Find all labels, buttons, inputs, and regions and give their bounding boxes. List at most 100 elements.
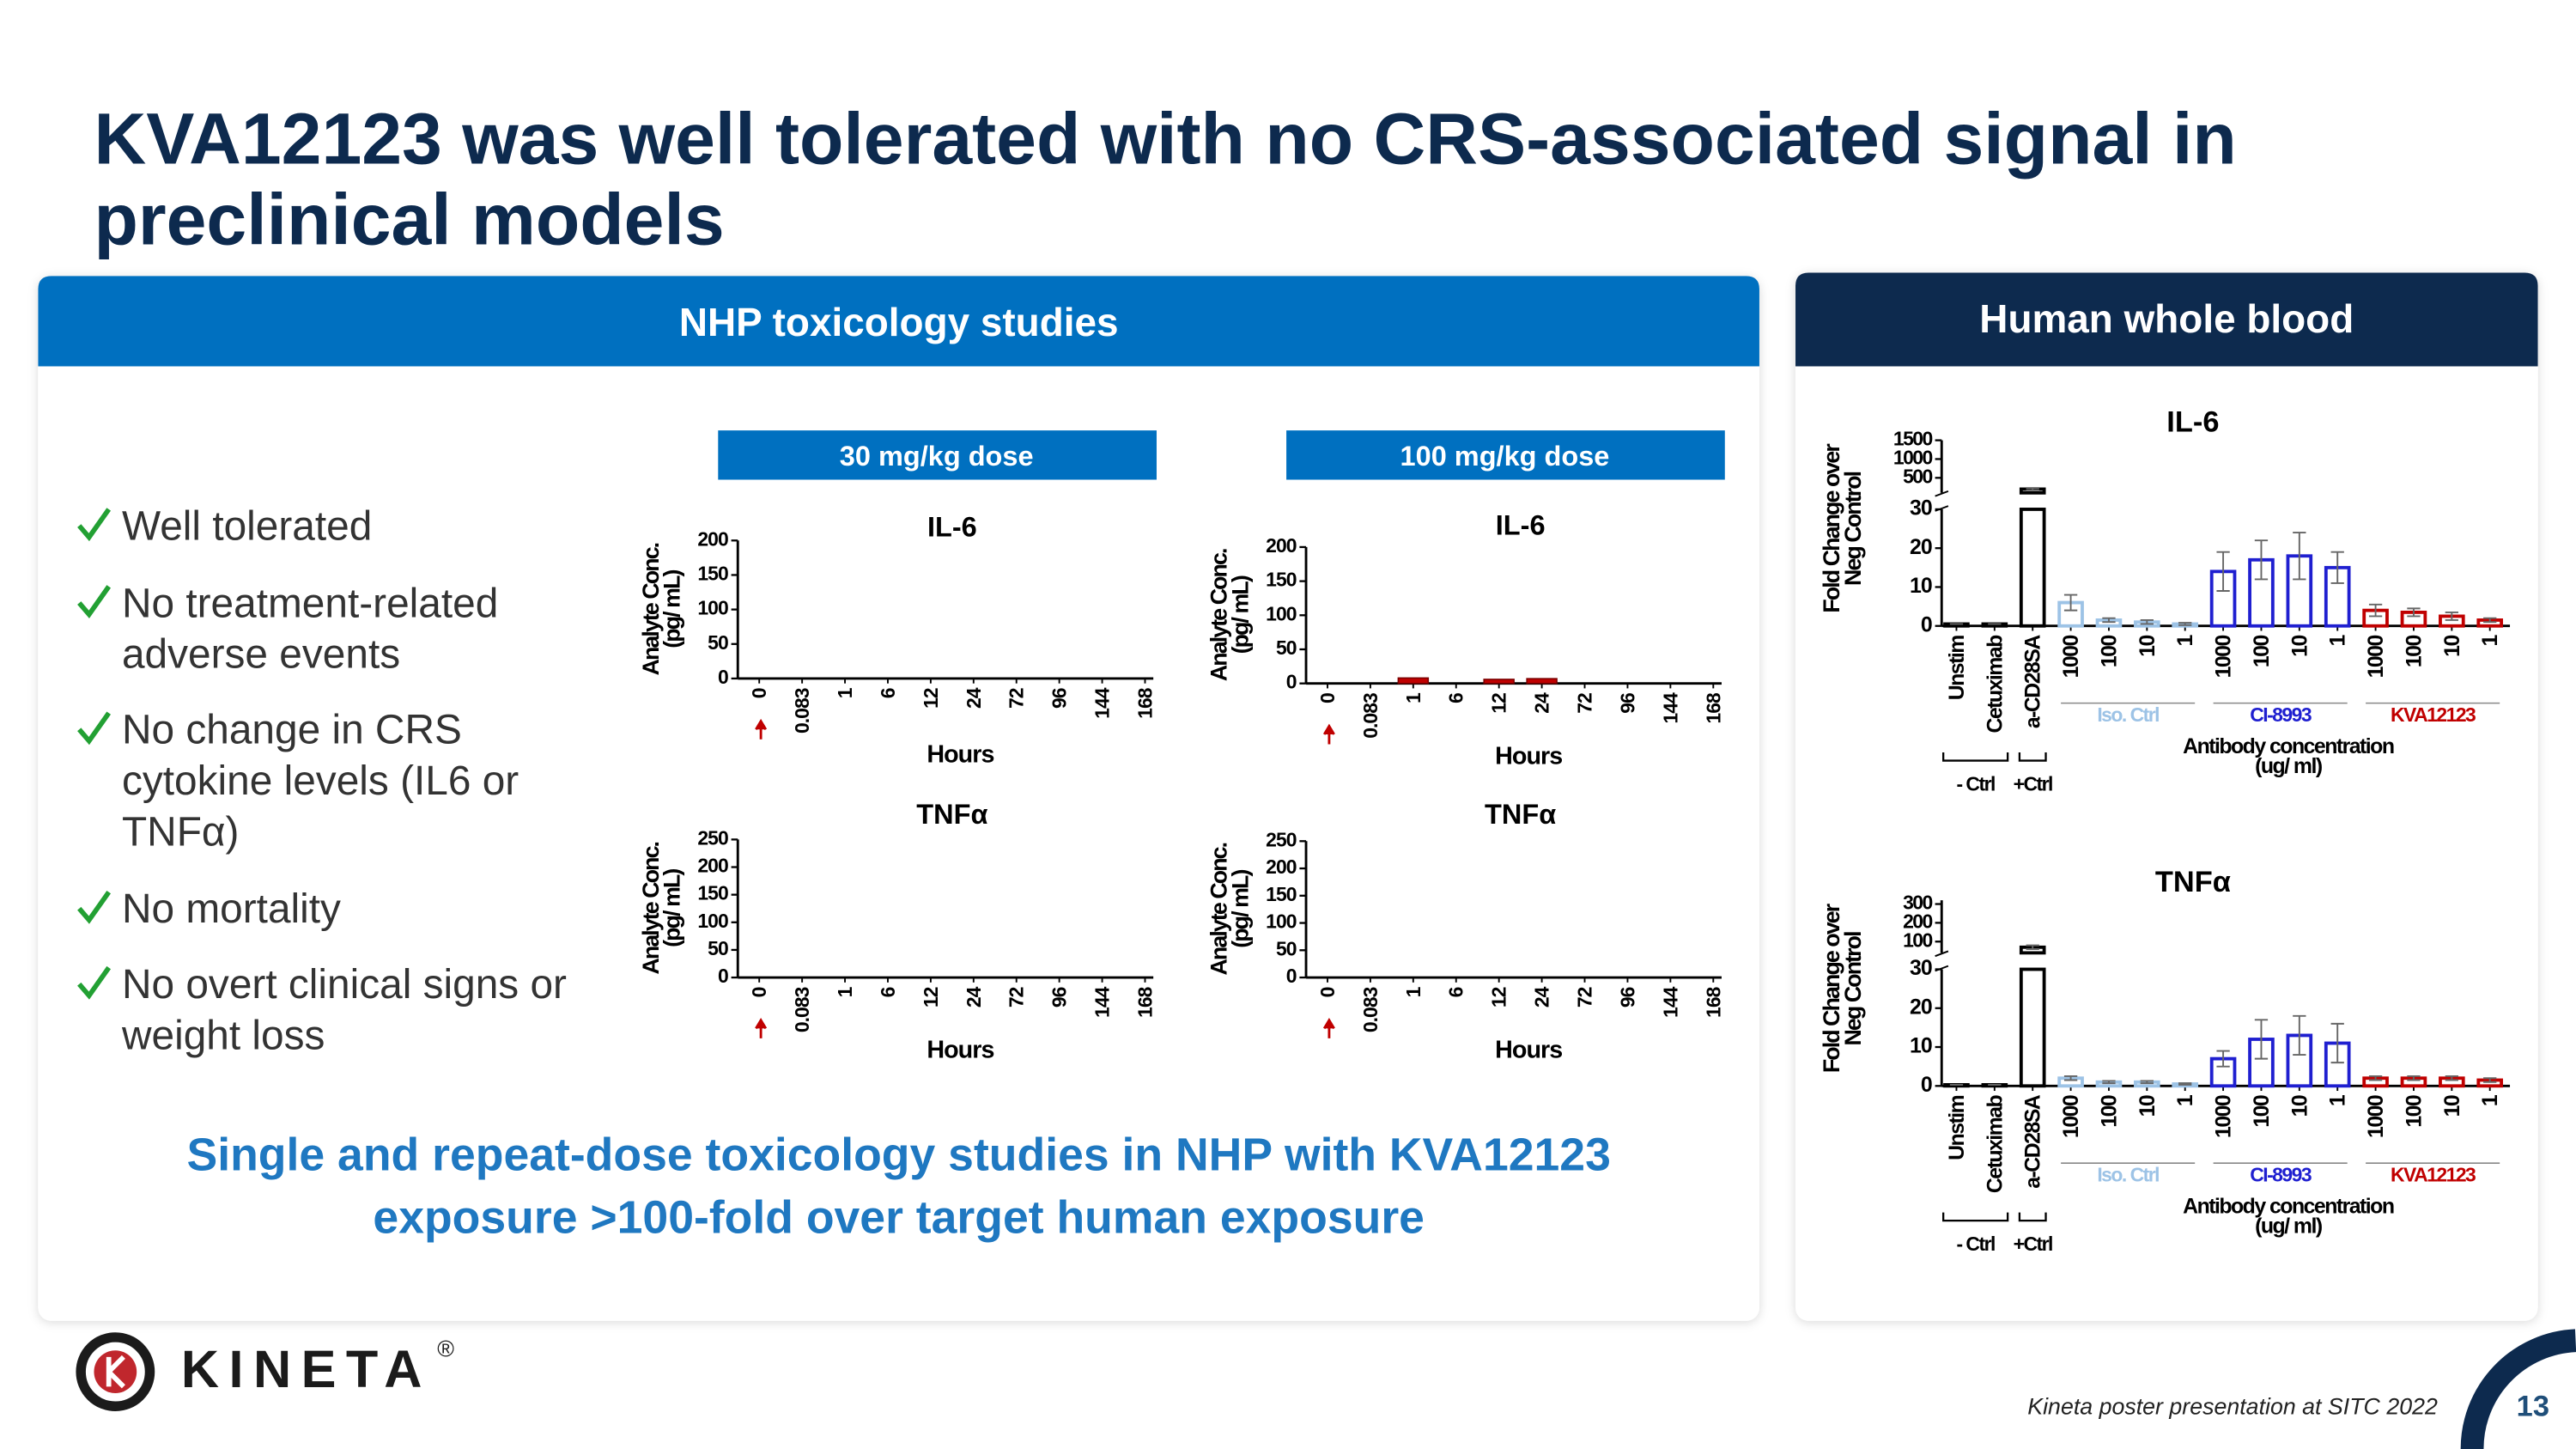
y-axis-label: (pg/ mL) (659, 569, 685, 648)
y-tick-label: 200 (697, 855, 728, 877)
x-tick-label: 0.083 (1359, 987, 1382, 1032)
y-tick-label: 0 (1921, 1073, 1932, 1097)
x-tick-label: 1000 (2059, 1095, 2083, 1138)
y-tick-label: 30 (1910, 496, 1932, 520)
x-tick-label: 1000 (2212, 636, 2236, 679)
y-tick-label: 30 (1910, 956, 1932, 980)
y-tick-label: 200 (1903, 910, 1932, 932)
x-tick-label: 96 (1616, 693, 1638, 714)
error-bar (2293, 532, 2306, 581)
footer-caption: Kineta poster presentation at SITC 2022 (2027, 1393, 2438, 1419)
x-tick-label: 0.083 (791, 688, 813, 734)
summary: exposure >100-fold over target human exp… (373, 1192, 1425, 1243)
dose-label: 100 mg/kg dose (1400, 441, 1610, 472)
x-tick-label: 1 (2326, 635, 2350, 647)
x-tick-label: 168 (1133, 986, 1156, 1018)
x-tick-label: 1000 (2212, 1095, 2236, 1138)
chart-title: IL-6 (1496, 510, 1546, 541)
x-tick-label: 0.083 (791, 987, 813, 1032)
logo-registered: ® (437, 1336, 454, 1361)
error-bar (2330, 551, 2344, 584)
corner-arc (2460, 1329, 2576, 1449)
x-tick-label: 1000 (2059, 636, 2083, 679)
error-bar (2254, 539, 2269, 581)
x-tick-label: 1 (2478, 1094, 2502, 1106)
y-axis-label: Fold Change over (1819, 903, 1844, 1073)
y-tick-label: 50 (1276, 937, 1297, 959)
x-tick-label: 12 (1488, 987, 1510, 1008)
y-tick-label: 150 (1266, 883, 1297, 905)
chart-title: TNFα (916, 799, 987, 830)
x-tick-label: 168 (1702, 692, 1724, 724)
group-label: Iso. Ctrl (2097, 1164, 2159, 1186)
x-tick-label: 1 (1402, 692, 1425, 703)
control-label: - Ctrl (1956, 772, 1994, 795)
dose-label: 30 mg/kg dose (840, 441, 1034, 472)
x-axis-label: Hours (927, 740, 993, 768)
slide-title: KVA12123 was well tolerated with no CRS-… (94, 99, 2236, 180)
y-tick-label: 250 (1266, 828, 1297, 850)
error-bar (2216, 1050, 2230, 1068)
x-tick-label: 144 (1091, 687, 1114, 719)
human-panel-header (1795, 272, 2538, 367)
x-tick-label: 12 (1488, 693, 1510, 714)
error-bar (2368, 603, 2383, 618)
logo-text: KINETA (181, 1340, 432, 1398)
y-tick-label: 0 (718, 666, 728, 688)
x-tick-label: 1 (2173, 1094, 2197, 1106)
error-bar (2063, 594, 2078, 612)
y-tick-label: 10 (1910, 574, 1932, 598)
y-tick-label: 100 (697, 597, 728, 619)
x-tick-label: 1000 (2364, 636, 2388, 679)
bullet-text: No treatment-related (122, 581, 498, 626)
error-bar (2026, 944, 2039, 950)
y-tick-label: 0 (1286, 965, 1297, 987)
error-bar (2293, 1014, 2306, 1056)
group-label: Iso. Ctrl (2097, 703, 2159, 726)
x-axis-label: Hours (927, 1037, 993, 1064)
error-bar (2445, 611, 2458, 621)
x-axis-label: Antibody concentration (2183, 1194, 2394, 1218)
y-tick-label: 50 (708, 937, 728, 959)
x-axis-label: Antibody concentration (2183, 734, 2394, 758)
y-axis-label: (pg/ mL) (659, 869, 685, 947)
x-tick-label: Unstim (1945, 1095, 1969, 1160)
group-label: CI-8993 (2250, 1164, 2312, 1186)
x-tick-label: 10 (2136, 1095, 2160, 1117)
x-tick-label: 72 (1005, 987, 1028, 1008)
x-tick-label: 0 (748, 688, 770, 698)
y-tick-label: 500 (1903, 465, 1932, 487)
y-tick-label: 300 (1903, 892, 1932, 914)
dose-arrow (1322, 1017, 1335, 1038)
x-tick-label: 96 (1048, 688, 1071, 709)
y-tick-label: 1500 (1893, 428, 1933, 450)
checkmark (77, 890, 112, 924)
y-tick-label: 100 (697, 910, 728, 932)
y-axis-label: Neg Control (1840, 932, 1866, 1046)
error-bar (2330, 1022, 2344, 1064)
error-bar (2407, 607, 2421, 618)
bullet-text: TNFα) (122, 809, 239, 855)
control-label: +Ctrl (2014, 772, 2052, 795)
error-bar (2178, 622, 2192, 626)
x-tick-label: 0.083 (1359, 693, 1382, 739)
x-tick-label: 10 (2287, 1095, 2312, 1117)
error-bar (2483, 1077, 2497, 1083)
y-tick-label: 100 (1266, 602, 1297, 624)
bar (1483, 679, 1515, 685)
nhp-panel (38, 276, 1759, 1321)
bullet-text: No change in CRS (122, 708, 462, 753)
x-axis-label: Hours (1495, 742, 1562, 770)
x-tick-label: 10 (2287, 636, 2312, 657)
x-tick-label: 0 (1316, 693, 1339, 703)
slide-title: preclinical models (94, 179, 724, 259)
bullet-text: adverse events (122, 632, 400, 678)
y-tick-label: 50 (1276, 636, 1297, 659)
checkmark (77, 585, 112, 619)
y-tick-label: 100 (1266, 910, 1297, 933)
bar (1397, 677, 1430, 685)
page-number: 13 (2517, 1390, 2549, 1422)
y-tick-label: 200 (1266, 855, 1297, 878)
